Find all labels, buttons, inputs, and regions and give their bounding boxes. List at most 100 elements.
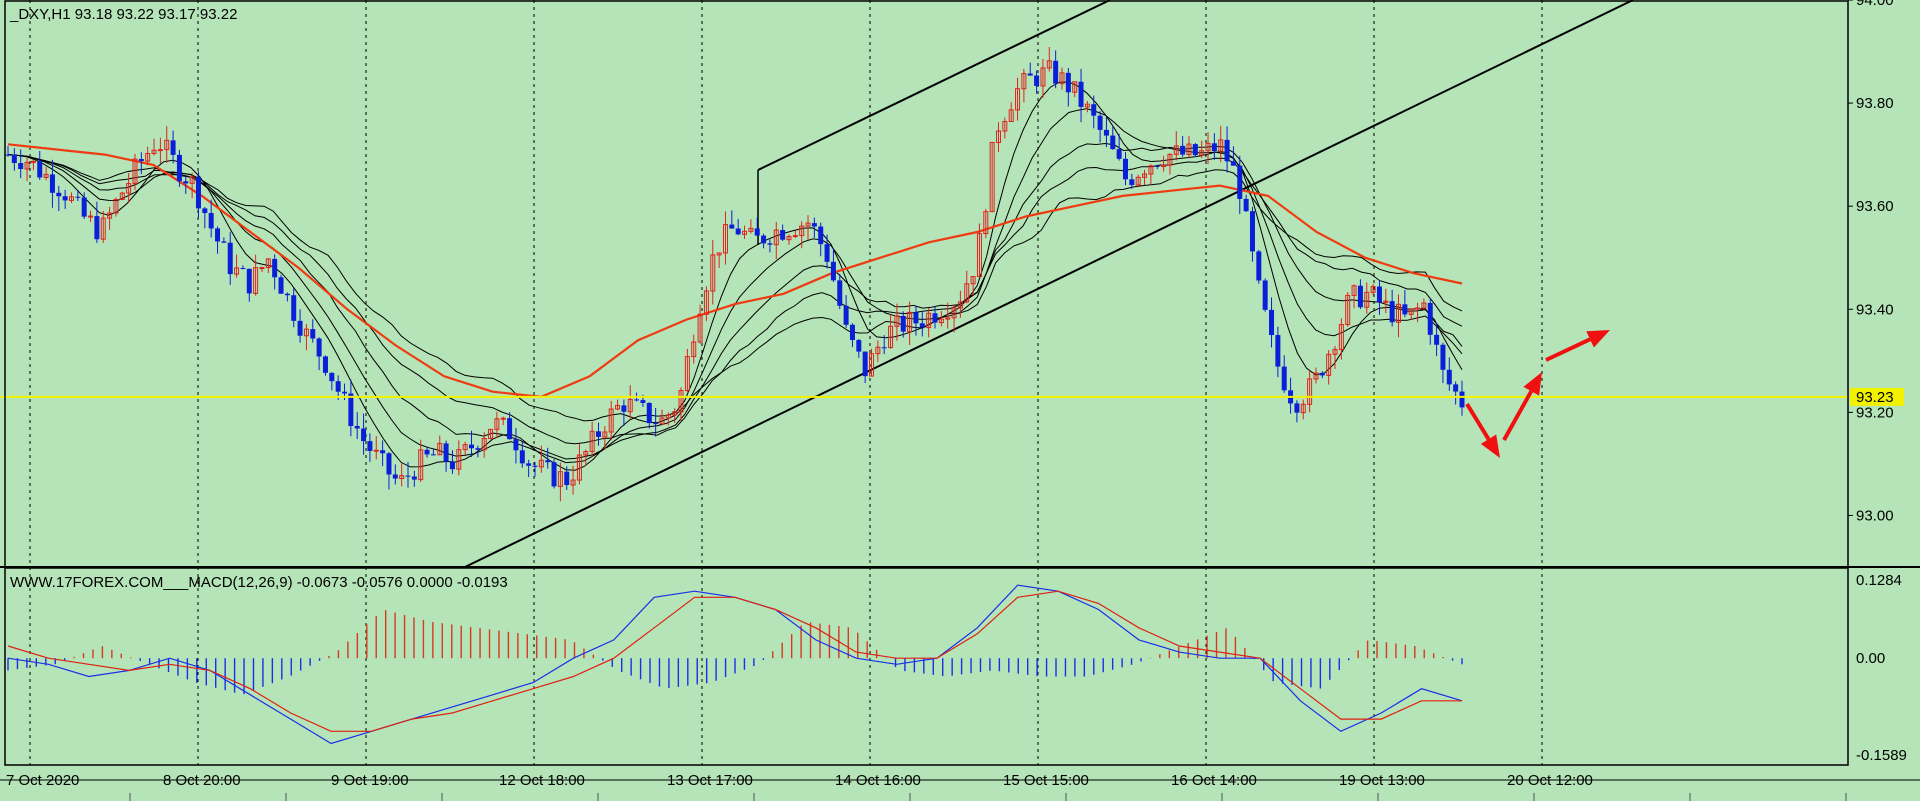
candle-bear	[176, 154, 182, 182]
candle-bull	[1313, 372, 1319, 380]
candle-bear	[430, 454, 436, 456]
candle-bull	[1326, 353, 1332, 376]
candle-bull	[132, 158, 138, 185]
time-label: 8 Oct 20:00	[163, 772, 241, 789]
candle-bull	[697, 313, 703, 343]
macd-panel-title: WWW.17FOREX.COM___MACD(12,26,9) -0.0673 …	[10, 574, 508, 591]
candle-bear	[392, 474, 398, 479]
candle-bull	[437, 442, 443, 456]
candle-bear	[18, 162, 24, 170]
candle-bear	[246, 268, 252, 294]
time-label: 19 Oct 13:00	[1339, 772, 1425, 789]
macd-panel	[7, 584, 1463, 745]
candle-bull	[1072, 81, 1078, 93]
candle-bear	[221, 241, 227, 243]
candle-bear	[62, 196, 68, 201]
candle-bear	[1237, 165, 1243, 199]
candle-bear	[208, 213, 214, 229]
candle-bull	[1332, 348, 1338, 355]
candle-bull	[951, 307, 957, 319]
candles	[5, 47, 1465, 502]
candle-bull	[253, 267, 259, 294]
candle-bear	[1027, 73, 1033, 76]
candle-bear	[634, 399, 640, 401]
candle-bull	[1307, 378, 1313, 405]
time-label: 12 Oct 18:00	[499, 772, 585, 789]
candle-bear	[354, 426, 360, 429]
candle-bear	[361, 428, 367, 442]
candle-bear	[595, 431, 601, 437]
signal-line	[7, 590, 1462, 732]
candle-bull	[1351, 285, 1357, 296]
candle-bull	[500, 417, 506, 420]
candle-bear	[49, 174, 55, 193]
candle-bull	[792, 235, 798, 238]
candle-bear	[1103, 129, 1109, 136]
candle-bull	[1046, 60, 1052, 69]
candle-bear	[837, 280, 843, 306]
candle-bull	[748, 227, 754, 232]
candle-bull	[1084, 103, 1090, 108]
candle-bull	[1345, 294, 1351, 326]
candle-bear	[424, 449, 430, 455]
current-price-badge	[1850, 387, 1904, 406]
candle-bear	[735, 228, 741, 235]
candle-bull	[957, 301, 963, 309]
candle-bear	[919, 323, 925, 328]
price-tick-label: 93.00	[1856, 507, 1894, 524]
candle-bear	[1376, 286, 1382, 303]
candle-bear	[1294, 403, 1300, 413]
candle-bear	[1110, 135, 1116, 150]
candle-bull	[1218, 139, 1224, 152]
candle-bear	[170, 140, 176, 155]
candle-bear	[81, 197, 87, 217]
candle-bull	[627, 398, 633, 413]
arrow-right-shaft	[1545, 337, 1591, 362]
candle-bull	[665, 414, 671, 419]
candle-bull	[989, 141, 995, 213]
ema-fast-line	[7, 142, 1463, 460]
candle-bear	[1319, 372, 1325, 376]
candle-bull	[1015, 88, 1021, 111]
candle-bear	[367, 441, 373, 452]
candle-bear	[348, 393, 354, 427]
candle-bull	[157, 149, 163, 152]
candle-bear	[1129, 179, 1135, 186]
time-label: 20 Oct 12:00	[1507, 772, 1593, 789]
candle-bull	[1300, 403, 1306, 414]
candle-bear	[1434, 334, 1440, 345]
candle-bear	[1116, 149, 1122, 159]
candle-bull	[68, 196, 74, 201]
time-label: 9 Oct 19:00	[331, 772, 409, 789]
candle-bull	[1148, 165, 1154, 175]
candle-bull	[399, 475, 405, 480]
candle-bull	[488, 428, 494, 439]
candle-bull	[983, 211, 989, 235]
current-price-label: 93.23	[1856, 389, 1894, 406]
candle-bull	[24, 161, 30, 170]
candle-bear	[335, 381, 341, 392]
candle-bull	[1173, 145, 1179, 155]
candle-bull	[373, 449, 379, 452]
candle-bear	[564, 471, 570, 486]
candle-bear	[754, 228, 760, 236]
candle-bear	[1275, 335, 1281, 367]
candle-bull	[1396, 303, 1402, 323]
price-tick-label: 93.60	[1856, 198, 1894, 215]
candle-bull	[926, 312, 932, 329]
candle-bear	[1446, 369, 1452, 385]
candle-bull	[1186, 143, 1192, 156]
candle-bear	[1427, 303, 1433, 335]
candle-bull	[126, 183, 132, 194]
time-label: 14 Oct 16:00	[835, 772, 921, 789]
candle-bull	[1415, 307, 1421, 310]
candle-bear	[646, 402, 652, 424]
candle-bear	[729, 224, 735, 229]
candle-bear	[1122, 158, 1128, 180]
candle-bear	[240, 267, 246, 269]
candle-bear	[843, 305, 849, 325]
candle-bear	[849, 324, 855, 341]
candle-bear	[1402, 304, 1408, 315]
